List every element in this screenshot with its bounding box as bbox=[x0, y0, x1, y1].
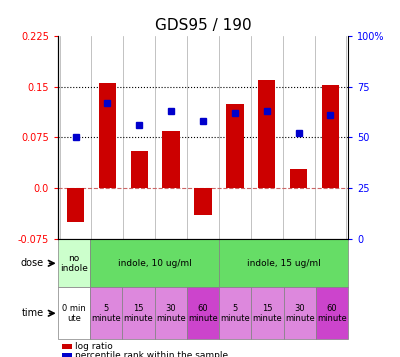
Bar bbox=[67, 188, 84, 222]
Bar bbox=[194, 188, 212, 215]
Bar bbox=[258, 80, 276, 188]
Text: 30
minute: 30 minute bbox=[285, 303, 314, 323]
Text: dose: dose bbox=[20, 258, 44, 268]
Bar bbox=[90, 239, 219, 287]
Text: no
indole: no indole bbox=[60, 253, 88, 273]
Bar bbox=[290, 169, 307, 188]
Text: 5
minute: 5 minute bbox=[220, 303, 250, 323]
Bar bbox=[58, 287, 90, 339]
Bar bbox=[219, 287, 251, 339]
Title: GDS95 / 190: GDS95 / 190 bbox=[155, 18, 251, 33]
Bar bbox=[99, 83, 116, 188]
Bar bbox=[90, 287, 122, 339]
Bar bbox=[162, 131, 180, 188]
Text: indole, 15 ug/ml: indole, 15 ug/ml bbox=[247, 259, 320, 268]
Bar bbox=[322, 85, 339, 188]
Text: 60
minute: 60 minute bbox=[188, 303, 218, 323]
Bar bbox=[284, 287, 316, 339]
Bar bbox=[251, 287, 284, 339]
Bar bbox=[155, 287, 187, 339]
Text: 30
minute: 30 minute bbox=[156, 303, 186, 323]
Bar bbox=[316, 287, 348, 339]
Bar bbox=[219, 239, 348, 287]
Text: 15
minute: 15 minute bbox=[124, 303, 154, 323]
Text: 15
minute: 15 minute bbox=[252, 303, 282, 323]
Text: time: time bbox=[21, 308, 44, 318]
Text: log ratio: log ratio bbox=[75, 342, 112, 351]
Bar bbox=[187, 287, 219, 339]
Text: 60
minute: 60 minute bbox=[317, 303, 347, 323]
Bar bbox=[58, 239, 90, 287]
Bar bbox=[122, 287, 155, 339]
Text: 5
minute: 5 minute bbox=[92, 303, 121, 323]
Text: percentile rank within the sample: percentile rank within the sample bbox=[75, 351, 228, 357]
Bar bbox=[130, 151, 148, 188]
Text: indole, 10 ug/ml: indole, 10 ug/ml bbox=[118, 259, 192, 268]
Text: 0 min
ute: 0 min ute bbox=[62, 303, 86, 323]
Bar bbox=[226, 104, 244, 188]
